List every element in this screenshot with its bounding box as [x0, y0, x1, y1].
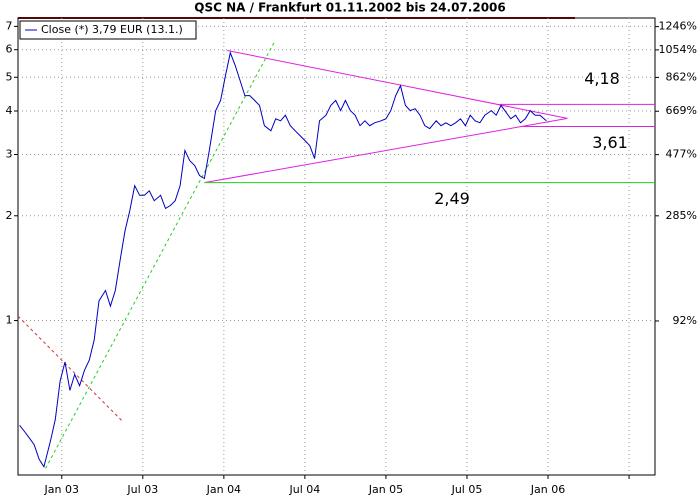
y2-tick-label: 862% — [666, 70, 697, 83]
level-label: 3,61 — [592, 133, 628, 152]
y-tick-label: 1 — [6, 314, 13, 327]
y-tick-label: 7 — [6, 19, 13, 32]
y2-tick-label: 285% — [666, 209, 697, 222]
trend-line — [226, 49, 568, 119]
x-tick-label: Jan 05 — [368, 483, 403, 496]
level-label: 2,49 — [434, 189, 470, 208]
trend-line — [204, 117, 568, 184]
plot-frame — [17, 17, 656, 476]
y-tick-label: 2 — [6, 209, 13, 222]
x-tick-label: Jan 06 — [530, 483, 565, 496]
y-tick-label: 4 — [6, 104, 13, 117]
chart-title: QSC NA / Frankfurt 01.11.2002 bis 24.07.… — [194, 1, 506, 15]
x-tick-label: Jul 05 — [451, 483, 483, 496]
x-tick-label: Jul 04 — [289, 483, 321, 496]
x-tick-label: Jan 03 — [44, 483, 79, 496]
y2-tick-label: 92% — [673, 314, 697, 327]
y-tick-label: 5 — [6, 70, 13, 83]
y-tick-label: 6 — [6, 43, 13, 56]
y-tick-label: 3 — [6, 147, 13, 160]
y2-tick-label: 669% — [666, 104, 697, 117]
x-tick-label: Jul 03 — [126, 483, 158, 496]
y2-tick-label: 1246% — [659, 20, 697, 33]
legend-label: Close (*) 3,79 EUR (13.1.) — [41, 23, 183, 36]
x-tick-label: Jan 04 — [206, 483, 241, 496]
trend-line — [45, 42, 275, 469]
trend-line — [17, 315, 123, 421]
y2-tick-label: 1054% — [659, 43, 697, 56]
y2-tick-label: 477% — [666, 148, 697, 161]
legend-box — [19, 20, 197, 40]
price-line — [19, 51, 547, 469]
level-label: 4,18 — [584, 69, 620, 88]
